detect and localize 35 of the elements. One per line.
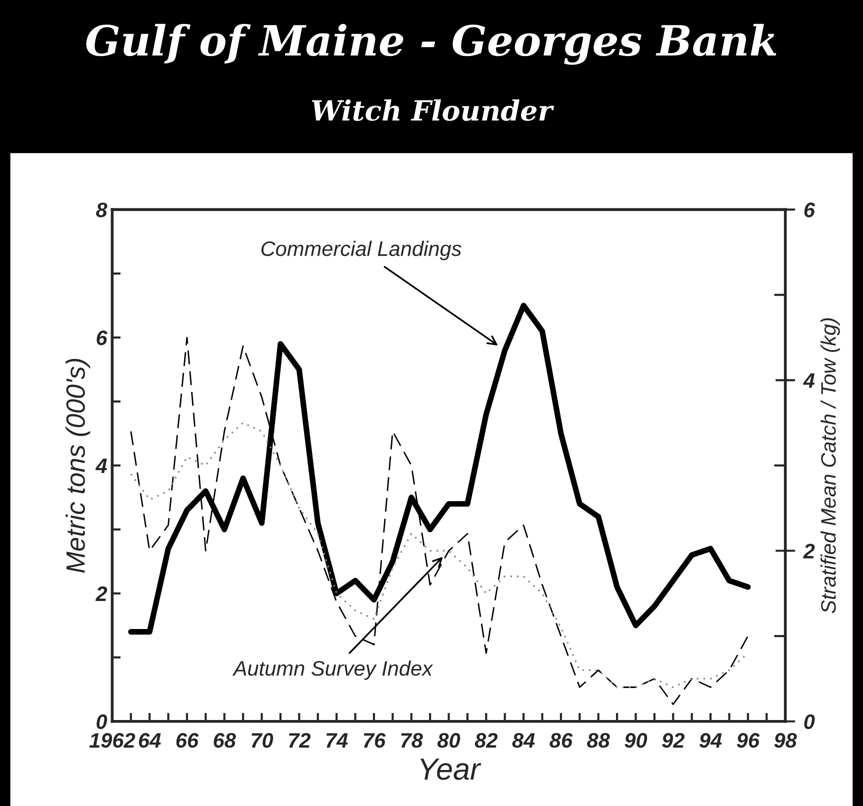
x-tick-label: 86: [550, 733, 573, 748]
x-tick-label: 92: [662, 733, 685, 748]
x-tick-label: 66: [176, 733, 199, 748]
y2-tick-label: 0: [804, 714, 815, 730]
x-tick-label: 84: [512, 733, 535, 748]
text: Commercial Landings: [261, 240, 462, 260]
y-tick-label: 4: [95, 458, 107, 474]
x-tick-label: 72: [289, 733, 311, 748]
x-tick-label: 96: [736, 733, 760, 748]
y-axis-title: Metric tons (000's): [66, 358, 90, 573]
x-tick-label: 98: [774, 733, 797, 748]
x-tick-label: 68: [214, 733, 236, 748]
x-tick-label: 78: [401, 733, 423, 748]
y-tick-label: 0: [96, 714, 108, 730]
series-label: Autumn Survey Index: [232, 660, 434, 680]
y2-tick-label: 6: [804, 202, 816, 218]
x-tick-label: 80: [437, 733, 460, 748]
x-tick-label: 76: [364, 733, 386, 748]
x-tick-label: 88: [587, 733, 610, 748]
y-tick-label: 8: [96, 202, 108, 218]
chart-subtitle: Witch Flounder: [312, 99, 554, 121]
x-tick-label: 94: [699, 733, 722, 748]
y2-tick-label: 2: [803, 544, 815, 558]
x-tick-label: 90: [624, 733, 648, 748]
x-tick-label: 64: [138, 733, 161, 748]
x-tick-label: 82: [474, 733, 498, 748]
x-tick-label: 1962: [89, 733, 136, 748]
x-tick-label: 74: [326, 733, 348, 748]
x-tick-label: 70: [252, 733, 274, 748]
y2-tick-label: 4: [803, 373, 815, 388]
y2-axis-title: Stratified Mean Catch / Tow (kg): [820, 318, 840, 614]
y-tick-label: 6: [96, 330, 108, 346]
chart-title: Gulf of Maine - Georges Bank: [86, 24, 776, 65]
x-axis-title: Year: [420, 758, 482, 780]
y-tick-label: 2: [95, 586, 108, 601]
